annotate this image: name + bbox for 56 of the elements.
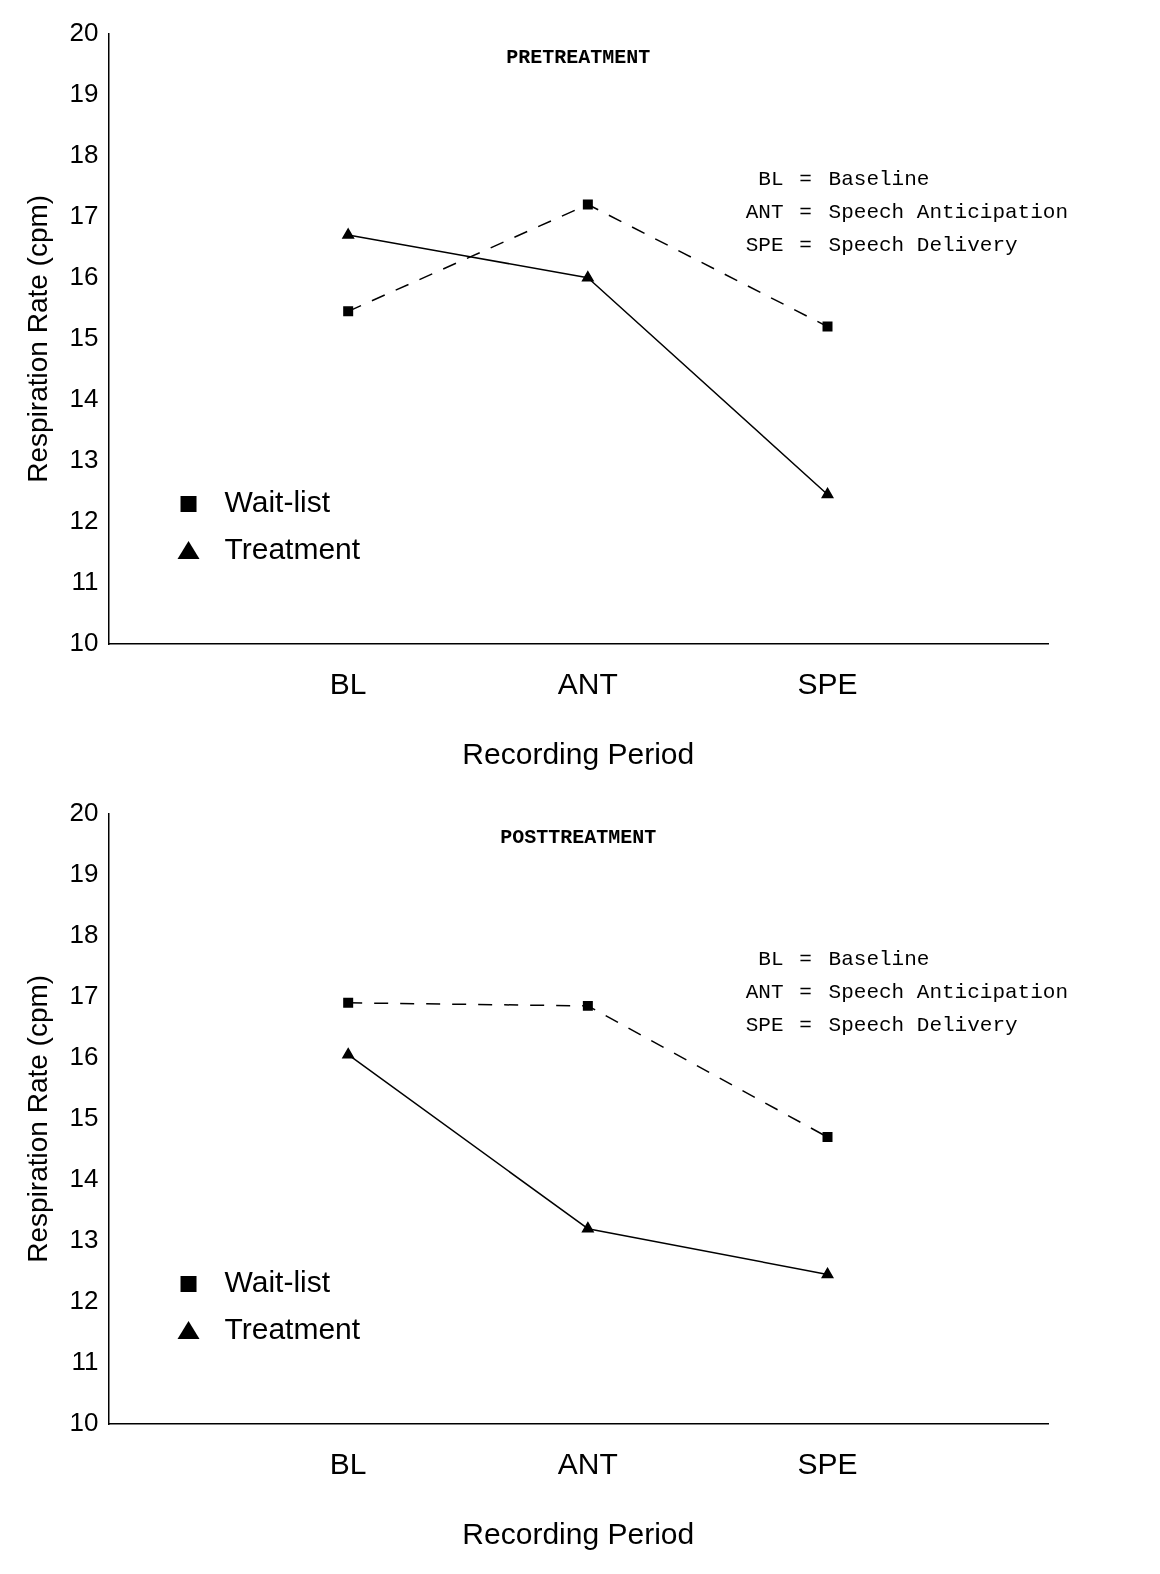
y-tick-label: 19 [69,857,99,888]
point [581,271,594,282]
point [342,1047,355,1059]
y-tick-label: 14 [69,1163,99,1194]
legend-label: Treatment [224,532,361,566]
x-tick-label: ANT [557,1447,618,1481]
x-tick-label: BL [329,667,367,701]
y-tick-label: 20 [69,796,99,827]
x-tick-label: SPE [797,667,858,701]
point [821,1267,834,1279]
x-tick-label: ANT [557,667,618,701]
x-tick-label: SPE [797,1447,858,1481]
y-tick-label: 10 [69,627,99,658]
annotation: ANT = Speech Anticipation [745,200,1069,224]
annotation: SPE = Speech Delivery [745,1013,1018,1037]
y-tick-label: 19 [69,77,99,108]
y-tick-label: 15 [69,1101,99,1132]
y-tick-label: 18 [69,138,99,169]
y-tick-label: 12 [69,505,99,536]
y-tick-label: 10 [69,1407,99,1438]
y-tick-label: 17 [69,979,99,1010]
y-tick-label: 14 [69,383,99,414]
y-tick-label: 15 [69,321,99,352]
y-tick-label: 11 [71,1346,99,1377]
point [822,321,833,332]
y-tick-label: 12 [69,1285,99,1316]
annotation: SPE = Speech Delivery [745,233,1018,257]
text: PRETREATMENT [506,45,651,69]
y-tick-label: 13 [69,1224,99,1255]
y-tick-label: 16 [69,1040,99,1071]
y-tick-label: 11 [71,566,99,597]
point [822,1132,833,1143]
text: POSTTREATMENT [500,825,657,849]
y-tick-label: 20 [69,16,99,47]
point [581,1221,594,1233]
y-axis-title: Respiration Rate (cpm) [21,974,53,1263]
annotation: BL = Baseline [758,947,930,971]
point [582,1000,593,1011]
point [343,306,354,317]
y-tick-label: 17 [69,199,99,230]
y-tick-label: 13 [69,444,99,475]
point [821,487,834,499]
annotation: BL = Baseline [758,167,930,191]
y-tick-label: 18 [69,918,99,949]
x-axis-title: Recording Period [462,1517,695,1551]
x-axis-title: Recording Period [462,737,695,771]
point [343,997,354,1008]
point [582,199,593,210]
annotation: ANT = Speech Anticipation [745,980,1069,1004]
point [342,228,355,239]
x-tick-label: BL [329,1447,367,1481]
legend-label: Wait-list [224,1265,331,1299]
y-axis-title: Respiration Rate (cpm) [21,194,53,483]
y-tick-label: 16 [69,260,99,291]
legend-label: Wait-list [224,485,331,519]
legend-label: Treatment [224,1312,361,1346]
